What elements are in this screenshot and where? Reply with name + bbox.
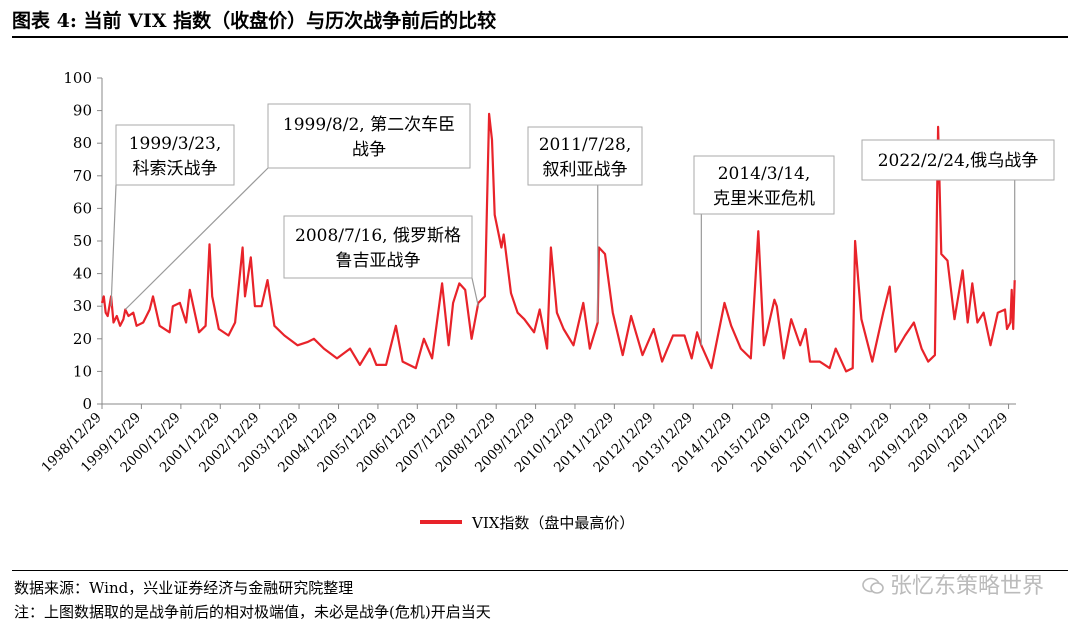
watermark-text: 张忆东策略世界 <box>890 574 1044 599</box>
title-rule <box>12 36 1068 38</box>
y-tick-label: 60 <box>73 199 92 217</box>
callout-text: 1999/8/2, 第二次车臣 <box>283 115 455 135</box>
chart-title: 图表 4: 当前 VIX 指数（收盘价）与历次战争前后的比较 <box>12 6 496 33</box>
callout-text: 2014/3/14, <box>718 164 811 184</box>
callout-leader <box>111 185 116 306</box>
callout-text: 克里米亚危机 <box>713 189 815 209</box>
y-tick-label: 30 <box>73 297 92 315</box>
watermark: 张忆东策略世界 <box>862 568 1044 600</box>
legend-label: VIX指数（盘中最高价） <box>471 514 634 532</box>
callout-text: 2011/7/28, <box>539 135 632 155</box>
y-tick-label: 90 <box>73 102 92 120</box>
callout-text: 叙利亚战争 <box>543 160 628 180</box>
footnote: 注：上图数据取的是战争前后的相对极端值，未必是战争(危机)开启当天 <box>14 601 491 622</box>
callout-text: 战争 <box>352 140 386 160</box>
callout-text: 1999/3/23, <box>129 134 222 154</box>
y-tick-label: 40 <box>73 265 92 283</box>
wechat-icon <box>862 576 884 594</box>
y-tick-label: 70 <box>73 167 92 185</box>
y-tick-label: 0 <box>82 395 92 413</box>
y-tick-label: 20 <box>73 330 92 348</box>
y-tick-label: 80 <box>73 134 92 152</box>
callout-text: 科索沃战争 <box>133 159 218 179</box>
y-tick-label: 10 <box>73 362 92 380</box>
callout-text: 2022/2/24,俄乌战争 <box>878 151 1039 171</box>
source-note: 数据来源：Wind，兴业证券经济与金融研究院整理 <box>14 577 353 598</box>
callout-text: 鲁吉亚战争 <box>336 251 421 271</box>
vix-chart: 01020304050607080901001998/12/291999/12/… <box>0 40 1080 570</box>
y-tick-label: 50 <box>73 232 92 250</box>
chart-legend: VIX指数（盘中最高价） <box>420 514 634 532</box>
callout-text: 2008/7/16, 俄罗斯格 <box>295 226 461 246</box>
callout-leader <box>472 278 478 306</box>
y-tick-label: 100 <box>63 69 92 87</box>
